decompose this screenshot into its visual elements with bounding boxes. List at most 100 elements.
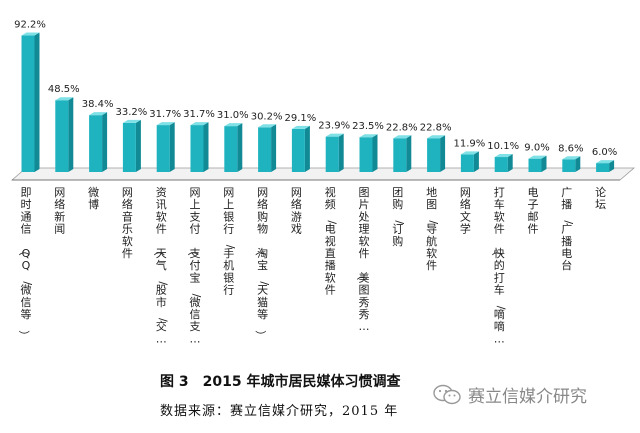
data-label: 30.2%	[251, 111, 283, 122]
bar-side	[203, 122, 209, 172]
bar	[21, 32, 40, 172]
bar-top	[55, 97, 74, 101]
bar-top	[122, 119, 141, 123]
bar-side	[473, 151, 479, 172]
bar-top	[89, 112, 108, 116]
bar-side	[541, 155, 547, 172]
data-label: 6.0%	[592, 147, 617, 158]
bar-front	[122, 122, 136, 172]
bar-side	[68, 97, 74, 172]
bar-side	[507, 154, 513, 172]
bar-side	[169, 122, 175, 172]
data-label: 23.9%	[318, 121, 350, 132]
bar	[596, 160, 615, 172]
bar-top	[494, 154, 513, 158]
bar-front	[224, 126, 238, 172]
bar	[562, 156, 581, 172]
bar	[258, 124, 277, 172]
bar-front	[596, 163, 610, 172]
data-label: 31.0%	[217, 110, 249, 121]
bar-front	[427, 138, 441, 172]
category-label: 打车软件（快的打车/嘀嘀…	[491, 185, 508, 345]
bar-top	[562, 156, 581, 160]
bar-front	[528, 158, 542, 172]
bar	[528, 155, 547, 172]
bar-front	[460, 154, 474, 172]
bar-front	[494, 157, 508, 172]
bar	[122, 119, 141, 172]
data-source-note: 数据来源：赛立信媒介研究，2015 年	[160, 404, 399, 419]
category-label: 网上银行/手机银行	[223, 186, 237, 297]
category-label: 微博	[88, 185, 99, 211]
bar-front	[393, 138, 407, 172]
bar-chart: 92.2%48.5%38.4%33.2% 31.7% 31.7% 31.0% 30.2%…	[10, 20, 636, 345]
bar-top	[460, 151, 479, 155]
category-label: 即时通信（Q Q/微信等）	[18, 186, 35, 341]
data-label: 22.8%	[420, 122, 452, 133]
bar	[156, 122, 175, 172]
wechat-icon	[433, 384, 461, 404]
bar-top	[325, 133, 344, 137]
figure-caption: 图 3 2015 年城市居民媒体习惯调查	[160, 374, 401, 390]
category-label: 网络游戏	[291, 186, 302, 236]
category-label: 网络文学	[460, 186, 471, 236]
category-label: 网上支付（支付宝/微信支…	[187, 186, 204, 345]
data-label: 48.5%	[48, 84, 80, 95]
bar-top	[596, 160, 615, 164]
bar-side	[102, 112, 108, 172]
data-label: 92.2%	[14, 20, 46, 31]
category-label: 网络新闻	[54, 186, 65, 236]
bar-front	[55, 100, 69, 172]
data-label: 31.7%	[183, 109, 215, 120]
bar	[224, 123, 243, 172]
bar	[55, 97, 74, 172]
bar-front	[291, 128, 305, 172]
bar-top	[393, 135, 412, 139]
bar	[359, 134, 378, 172]
bar	[190, 122, 209, 172]
bar	[460, 151, 479, 172]
data-label: 9.0%	[524, 143, 549, 154]
value-labels: 92.2%48.5%38.4%33.2% 31.7% 31.7% 31.0% 30.2%…	[14, 20, 617, 159]
data-label: 31.7%	[149, 109, 181, 120]
bar-side	[304, 125, 310, 172]
data-label: 23.5%	[352, 121, 384, 132]
category-label: 网络购物（淘宝/天猫等）	[254, 186, 271, 341]
category-label: 资讯软件（天气/股市/交…	[153, 186, 170, 345]
bar-front	[258, 127, 272, 172]
bar-front	[89, 115, 103, 172]
bar-side	[575, 156, 581, 172]
bar-top	[190, 122, 209, 126]
bar-top	[156, 122, 175, 126]
category-label: 广播/广播电台	[561, 186, 575, 272]
data-label: 10.1%	[487, 141, 519, 152]
data-label: 22.8%	[386, 122, 418, 133]
bar	[427, 135, 446, 172]
bar-side	[271, 124, 277, 172]
bar-top	[258, 124, 277, 128]
category-label: 电子邮件	[528, 186, 539, 236]
bar-front	[562, 159, 576, 172]
category-label: 团购/订购	[392, 186, 406, 248]
bar-front	[190, 125, 204, 172]
bar-side	[338, 133, 344, 172]
bar-side	[440, 135, 446, 172]
category-label: 图片处理软件（美图秀秀…	[356, 186, 370, 333]
bar	[291, 125, 310, 172]
category-labels: 即时通信（Q Q/微信等） 网络新闻 微博 网络音乐软件 资讯软件（天气/股市/交… 网上支…	[18, 185, 607, 345]
bar-top	[21, 32, 40, 36]
watermark: 赛立信媒介研究	[432, 382, 587, 407]
bar-front	[21, 35, 35, 172]
data-label: 33.2%	[116, 107, 148, 118]
bar-top	[427, 135, 446, 139]
bar-front	[156, 125, 170, 172]
category-label: 网络音乐软件	[122, 186, 133, 260]
bar-top	[359, 134, 378, 138]
bar	[393, 135, 412, 172]
data-label: 38.4%	[82, 99, 114, 110]
category-label: 地图/导航软件	[426, 186, 440, 272]
bar-side	[372, 134, 378, 172]
bar-front	[325, 136, 339, 172]
category-label: 论坛	[595, 185, 606, 211]
bar-side	[34, 32, 40, 172]
